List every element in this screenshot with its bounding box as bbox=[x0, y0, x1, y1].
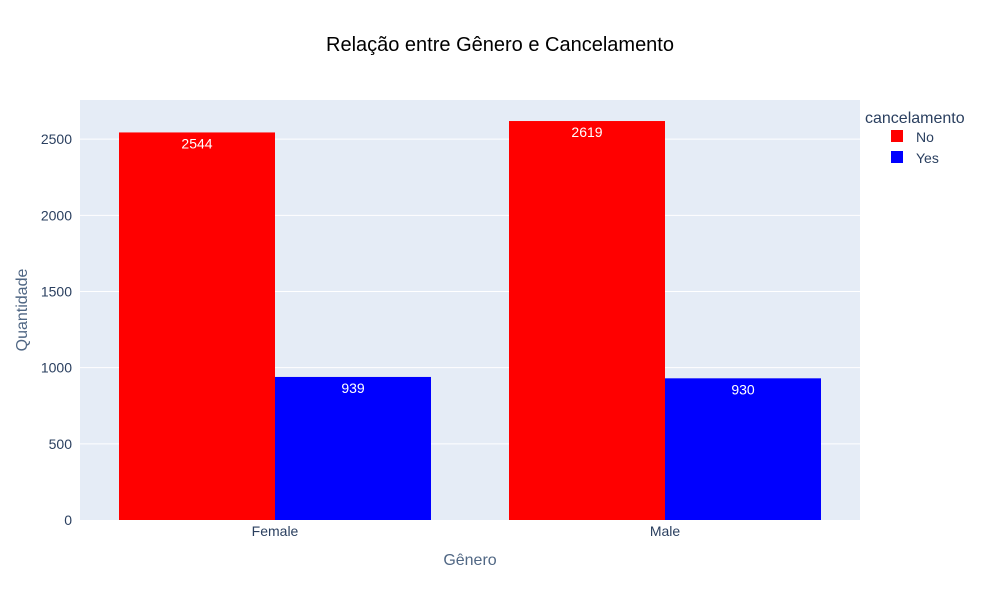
legend-title: cancelamento bbox=[865, 110, 965, 127]
data-labels: 2544 939 2619 930 bbox=[181, 124, 754, 397]
legend[interactable]: cancelamento No Yes bbox=[865, 110, 965, 166]
y-tick-label: 2500 bbox=[41, 131, 72, 147]
chart-title: Relação entre Gênero e Cancelamento bbox=[326, 34, 674, 56]
y-axis-title: Quantidade bbox=[14, 269, 31, 352]
legend-label: No bbox=[916, 129, 934, 145]
bar-value-label: 939 bbox=[341, 380, 365, 396]
x-tick-label: Female bbox=[252, 523, 299, 539]
legend-swatch bbox=[891, 151, 903, 163]
legend-label: Yes bbox=[916, 150, 939, 166]
bar[interactable] bbox=[275, 376, 431, 520]
legend-item[interactable]: No bbox=[891, 129, 934, 145]
bar[interactable] bbox=[665, 378, 821, 520]
y-axis-ticks: 0 500 1000 1500 2000 2500 bbox=[41, 131, 72, 528]
bar[interactable] bbox=[509, 121, 665, 520]
bar-value-label: 2544 bbox=[181, 135, 212, 151]
bar-value-label: 2619 bbox=[571, 124, 602, 140]
y-tick-label: 1500 bbox=[41, 283, 72, 299]
y-tick-label: 500 bbox=[49, 436, 73, 452]
y-tick-label: 1000 bbox=[41, 360, 72, 376]
y-tick-label: 2000 bbox=[41, 207, 72, 223]
bar[interactable] bbox=[119, 132, 275, 521]
bars bbox=[119, 121, 821, 521]
x-axis-ticks: Female Male bbox=[252, 523, 681, 539]
legend-item[interactable]: Yes bbox=[891, 150, 939, 166]
bar-value-label: 930 bbox=[731, 381, 755, 397]
x-tick-label: Male bbox=[650, 523, 681, 539]
x-axis-title: Gênero bbox=[443, 552, 496, 569]
legend-swatch bbox=[891, 130, 903, 142]
y-tick-label: 0 bbox=[64, 512, 72, 528]
